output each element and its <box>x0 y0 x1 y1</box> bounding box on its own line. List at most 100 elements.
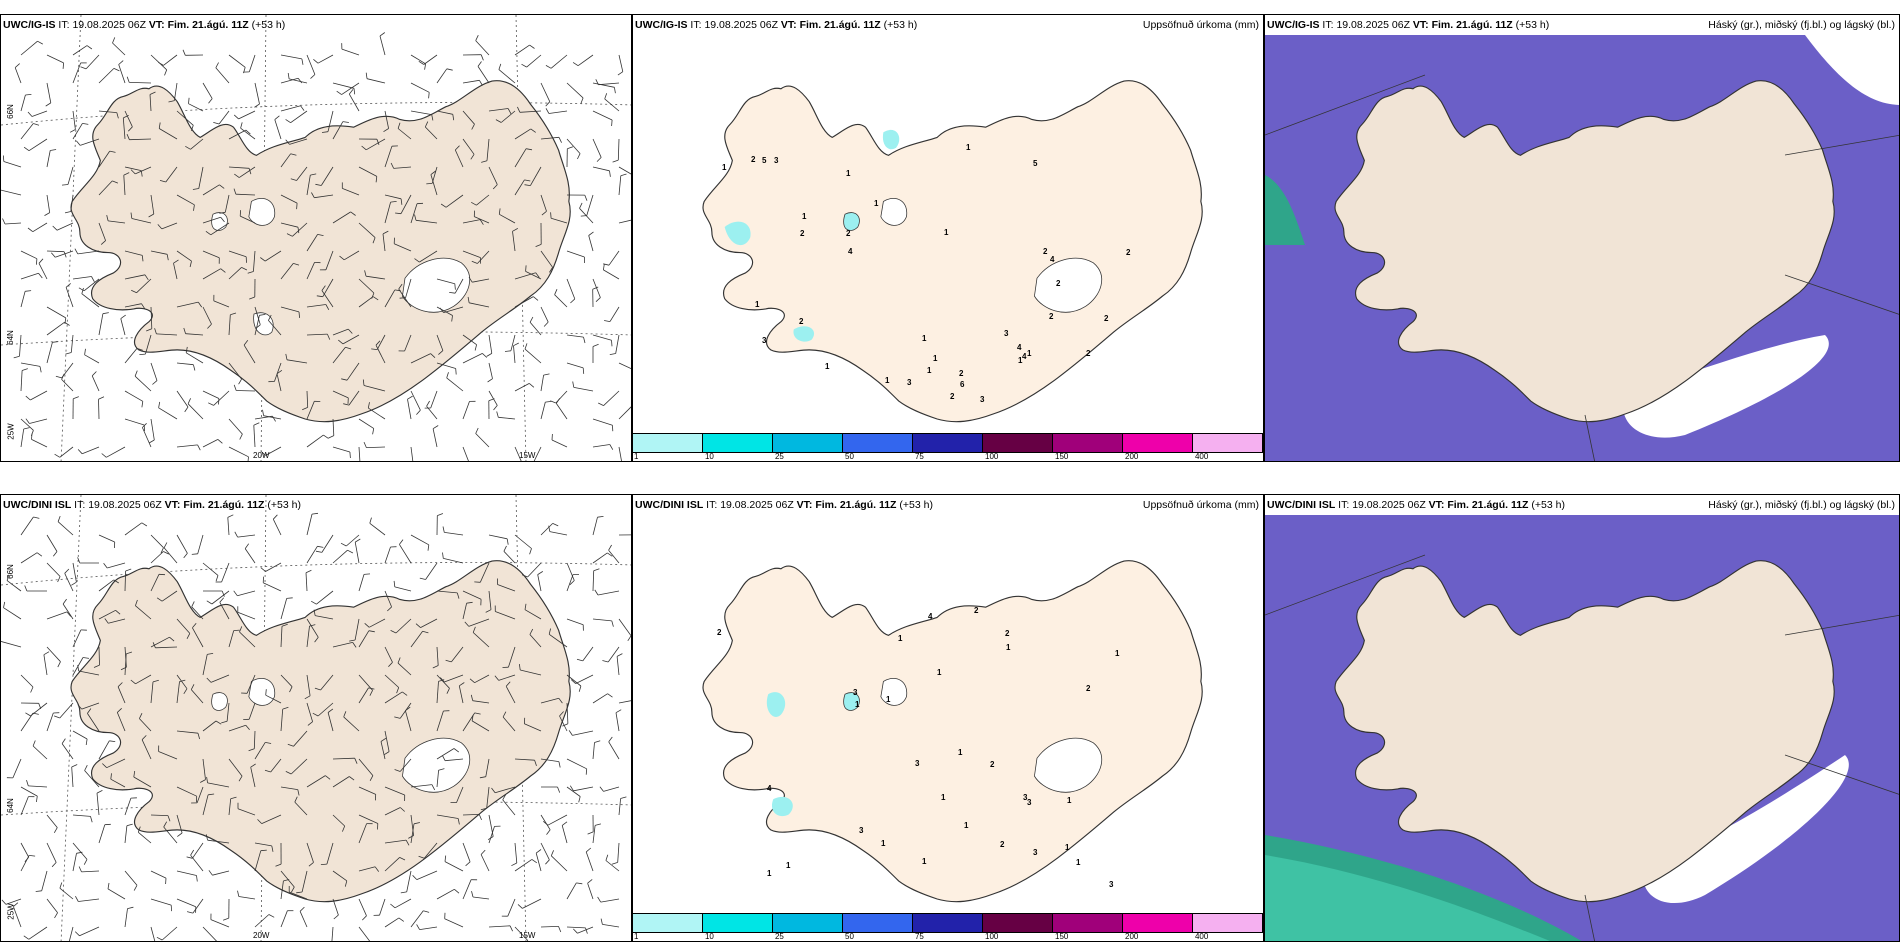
wind-barb <box>585 851 594 872</box>
wind-barb <box>369 522 386 536</box>
wind-barb-flag <box>545 108 550 114</box>
wind-barb <box>158 128 178 140</box>
wind-barb <box>436 748 455 760</box>
wind-barb <box>618 700 631 704</box>
wind-barb <box>176 730 199 734</box>
wind-barb <box>280 880 284 900</box>
wind-barb <box>566 250 585 258</box>
wind-barb <box>462 814 480 816</box>
wind-barb <box>289 138 308 145</box>
wind-barb <box>238 896 256 900</box>
wind-barb <box>79 926 100 937</box>
wind-barb-flag <box>283 879 290 882</box>
legend-label: 25 <box>774 452 784 461</box>
wind-barb-flag <box>91 276 95 282</box>
legend-swatch <box>703 434 773 452</box>
wind-barb <box>399 544 412 564</box>
wind-barb-flag <box>474 344 477 351</box>
precip-value: 2 <box>1056 279 1061 288</box>
precip-value: 1 <box>881 839 886 848</box>
precip-value: 1 <box>1115 649 1120 658</box>
wind-barb <box>98 222 106 241</box>
wind-barb <box>358 296 374 308</box>
wind-barb <box>158 407 178 420</box>
wind-barb <box>462 353 483 364</box>
wind-barb <box>410 110 432 115</box>
wind-barb-flag <box>38 273 43 279</box>
precip-value: 3 <box>1109 880 1114 889</box>
wind-barb-flag <box>480 54 484 61</box>
wind-barb-flag <box>572 62 579 67</box>
wind-barb-flag <box>345 346 352 350</box>
wind-barb <box>228 267 242 280</box>
wind-barb <box>197 534 204 554</box>
wind-barb <box>84 770 100 788</box>
wind-barb <box>59 446 74 458</box>
wind-barb <box>133 776 152 788</box>
wind-barb-flag <box>6 574 10 581</box>
wind-barb <box>592 444 610 448</box>
wind-barb <box>488 166 498 185</box>
wind-barb <box>202 306 212 325</box>
wind-barb-flag <box>471 260 478 264</box>
wind-barb <box>592 82 615 88</box>
wind-barb <box>84 354 100 364</box>
wind-barb <box>488 590 492 610</box>
wind-barb <box>72 45 88 56</box>
wind-barb <box>135 166 152 175</box>
wind-barb <box>212 870 230 876</box>
legend-label: 200 <box>1125 452 1139 461</box>
wind-barb <box>107 888 126 900</box>
wind-barb <box>615 712 620 732</box>
wind-barb <box>306 262 315 280</box>
wind-barb <box>306 304 326 308</box>
wind-barb <box>423 842 438 859</box>
wind-barb-flag <box>479 219 484 225</box>
wind-barb-flag <box>27 227 34 233</box>
wind-barb-flag <box>37 40 43 45</box>
wind-barb-flag <box>188 97 190 104</box>
wind-barb <box>462 603 467 620</box>
wind-barb-flag <box>123 172 130 176</box>
legend-label: 400 <box>1194 932 1209 941</box>
wind-barb-flag <box>519 664 521 671</box>
wind-barb-flag <box>446 688 450 694</box>
legend-swatch <box>633 914 703 932</box>
wind-barb <box>468 618 490 627</box>
wind-barb <box>202 654 208 676</box>
wind-barb-flag <box>605 854 609 861</box>
wind-barb <box>499 213 516 224</box>
wind-barb <box>444 918 464 928</box>
wind-barb <box>410 353 431 364</box>
wind-barb-flag <box>253 422 260 426</box>
wind-barb <box>332 898 339 916</box>
wind-barb <box>592 552 608 564</box>
wind-barb-flag <box>100 240 106 245</box>
wind-barb <box>462 842 471 862</box>
map-panel-wind-dini: UWC/DINI ISL IT: 19.08.2025 06Z VT: Fim.… <box>0 494 632 942</box>
wind-barb <box>82 446 100 455</box>
wind-barb <box>46 534 58 552</box>
wind-barb-flag <box>186 633 191 639</box>
wind-barb-flag <box>464 621 470 627</box>
wind-barb-flag <box>78 866 82 873</box>
wind-barb-flag <box>400 891 407 894</box>
wind-barb-flag <box>531 859 538 864</box>
wind-barb-flag <box>257 819 262 824</box>
precip-value: 2 <box>800 229 805 238</box>
wind-barb-flag <box>482 353 488 358</box>
wind-barb-flag <box>364 270 367 277</box>
precip-value: 5 <box>762 156 767 165</box>
wind-barb <box>29 418 48 424</box>
wind-barb-flag <box>208 793 215 796</box>
wind-barb-flag <box>248 168 252 175</box>
wind-barb-flag <box>412 875 418 880</box>
wind-barb-flag <box>579 202 583 209</box>
wind-barb-flag <box>545 401 552 403</box>
wind-barb-flag <box>371 348 378 350</box>
wind-barb <box>98 399 100 420</box>
wind-barb <box>393 166 412 169</box>
wind-barb <box>3 607 22 620</box>
wind-barb <box>514 534 532 549</box>
map-panel-wind-igis: UWC/IG-IS IT: 19.08.2025 06Z VT: Fim. 21… <box>0 14 632 462</box>
